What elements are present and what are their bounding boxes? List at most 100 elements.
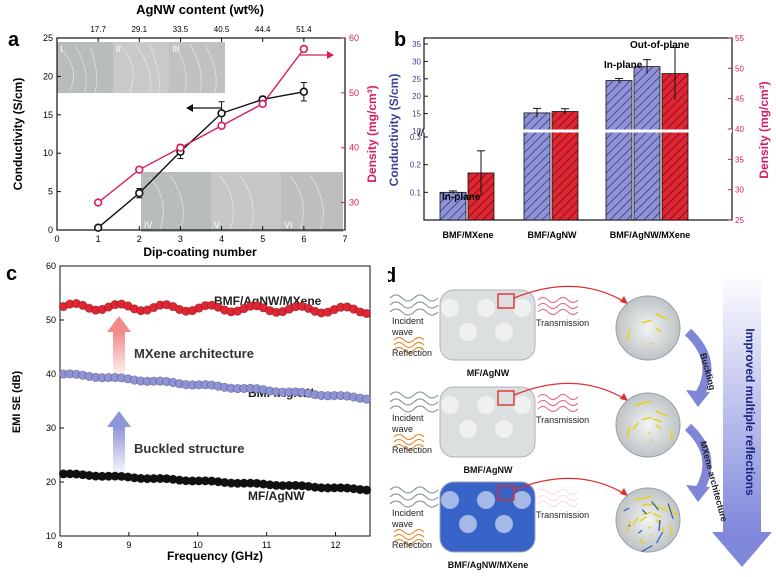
agnw-wire: [655, 327, 662, 333]
category-label: BMF/AgNW/MXene: [610, 230, 691, 240]
annotation-inplane: In-plane: [604, 60, 643, 71]
y-right-tick-label: 40: [349, 143, 359, 153]
panel-b-bars: [439, 46, 689, 221]
panel-a-photo-insets: I II III IV V VI: [57, 42, 343, 232]
zoom-box: [497, 390, 515, 406]
agnw-wire: [652, 513, 662, 518]
step-arrow-buckling: [684, 328, 712, 407]
agnw-wire: [626, 520, 631, 533]
inset-label: II: [116, 44, 121, 54]
panel-d-rows: IncidentwaveReflectionTransmissionMF/AgN…: [389, 285, 681, 570]
y-tick-label: 10: [43, 148, 53, 158]
foam-pore: [459, 323, 477, 341]
foam-pore: [513, 396, 531, 414]
y-right-tick-label: 60: [349, 33, 359, 43]
reflection-wave: [393, 433, 425, 441]
x-tick-label: 4: [219, 234, 224, 244]
reflection-wave: [393, 346, 425, 354]
incident-wave: [389, 405, 439, 413]
y-tick-label: 20: [43, 71, 53, 81]
inset-photo: [141, 172, 211, 232]
agnw-wire: [655, 313, 668, 320]
panel-b-ylabel-right: Density (mg/cm³): [757, 81, 771, 178]
y-tick-label: 15: [412, 110, 421, 119]
agnw-wire: [655, 505, 668, 512]
agnw-wire: [634, 495, 652, 501]
transmission-wave: [537, 303, 579, 309]
y-tick-label: 10: [412, 127, 421, 136]
top-tick-label: 33.5: [173, 25, 189, 34]
y-tick-label: 0.1: [410, 188, 422, 197]
data-point: [361, 394, 372, 404]
agnw-wire: [670, 525, 673, 536]
x-tick-label: 3: [178, 234, 183, 244]
y-tick-label: 0: [48, 225, 53, 235]
inset-label: VI: [284, 220, 293, 230]
panel-a-chart: a AgNW content (wt%) 17.7 29.1 33.5 40.5 44.…: [8, 2, 379, 259]
reflection-wave: [393, 438, 425, 446]
agnw-wire: [642, 319, 652, 324]
transmission-wave: [537, 297, 579, 303]
mxene-sheet: [651, 500, 660, 511]
y-tick-label: 0.2: [410, 161, 422, 170]
top-tick-label: 29.1: [131, 25, 147, 34]
x-tick-label: 5: [260, 234, 265, 244]
incident-wave: [389, 391, 439, 399]
foam-pore: [477, 396, 495, 414]
inset-label: III: [172, 44, 180, 54]
arrow-text-mxene: MXene architecture: [134, 346, 254, 361]
x-tick-label: 11: [262, 540, 271, 550]
y-tick-label: 20: [412, 92, 421, 101]
panel-a-letter: a: [8, 29, 20, 51]
reflection-wave: [393, 341, 425, 349]
y-right-tick-label: 30: [349, 198, 359, 208]
panel-a-axes: 0 1 2 3 4 5 6 7 0 5 10 15 20 25 30 40 50 60: [43, 33, 359, 244]
agnw-wire: [632, 516, 639, 526]
y-right-tick-label: 40: [735, 125, 744, 134]
reflection-label: Reflection: [392, 348, 432, 358]
transmission-label: Transmission: [536, 415, 589, 425]
mxene-sheet: [641, 509, 648, 515]
incident-label: Incident: [392, 316, 424, 326]
agnw-wire: [661, 526, 665, 533]
incident-wave: [389, 294, 439, 302]
transmission-label: Transmission: [536, 510, 589, 520]
agnw-wire: [655, 410, 668, 417]
foam-pore: [513, 299, 531, 317]
x-tick-label: 2: [137, 234, 142, 244]
incident-wave: [389, 500, 439, 508]
annotation-inplane: In-plane: [442, 192, 481, 203]
data-point: [217, 121, 226, 130]
arrow-text-buckled: Buckled structure: [134, 441, 245, 456]
top-tick-label: 17.7: [90, 25, 106, 34]
agnw-wire: [626, 328, 631, 341]
panel-c-series: [58, 298, 372, 495]
agnw-wire: [670, 430, 673, 441]
foam-cell: [615, 295, 681, 361]
y-right-tick-label: 25: [735, 216, 744, 225]
agnw-wire: [639, 516, 648, 522]
data-point: [299, 87, 309, 96]
panel-a-xlabel: Dip-coating number: [143, 245, 257, 259]
agnw-wire: [634, 400, 652, 406]
axis-break-marker: //: [418, 128, 424, 139]
y-tick-label: 60: [46, 262, 56, 271]
buckled-structure-arrow: [107, 411, 131, 477]
agnw-wire: [632, 421, 639, 431]
reflection-label: Reflection: [392, 540, 432, 550]
mxene-sheet: [667, 503, 674, 519]
inset-photo: [211, 172, 281, 232]
structure-name: MF/AgNW: [467, 368, 510, 378]
incident-wave: [389, 398, 439, 406]
structure-name: BMF/AgNW/MXene: [448, 560, 529, 570]
y-right-tick-label: 55: [735, 34, 744, 43]
zoom-arrow: [513, 382, 629, 402]
top-tick-label: 40.5: [214, 25, 230, 34]
foam-pore: [441, 396, 459, 414]
transmission-wave: [537, 406, 579, 412]
y-tick-label: 40: [46, 369, 56, 379]
panel-d-schematic: d Improved multiple reflections Buckling…: [388, 265, 772, 570]
